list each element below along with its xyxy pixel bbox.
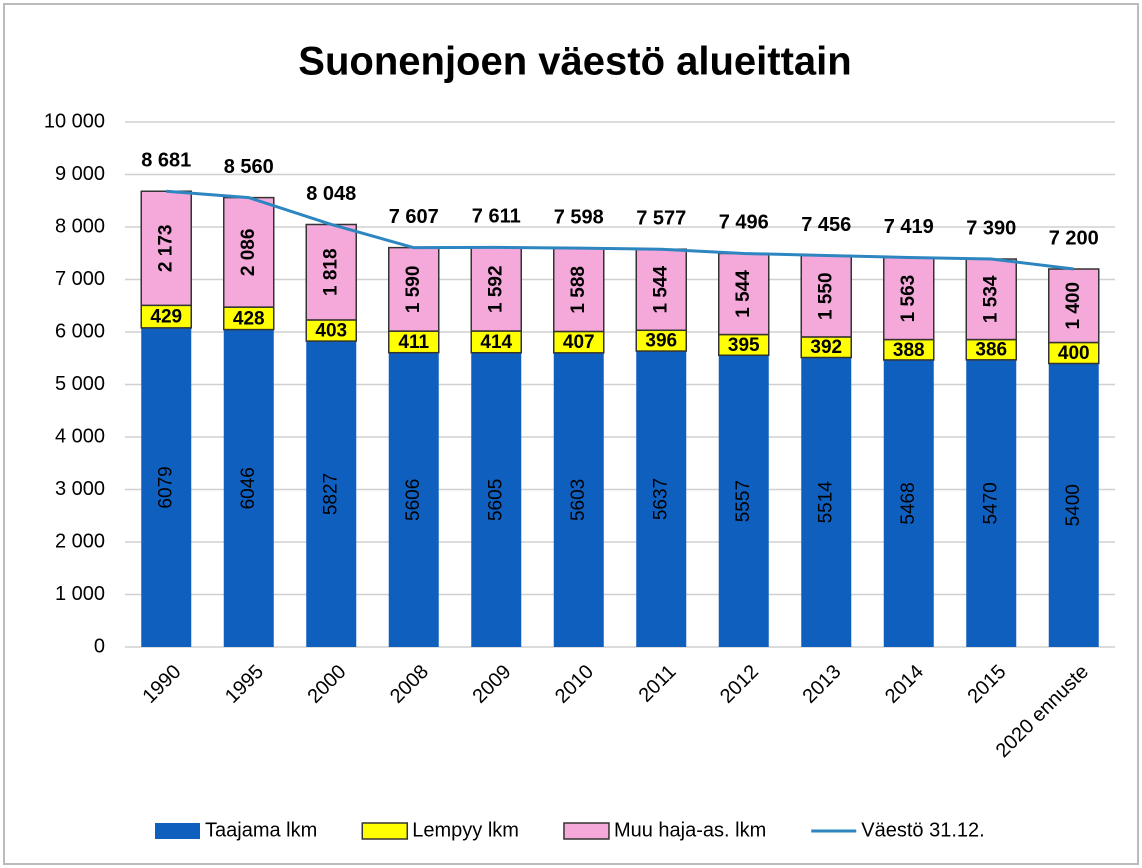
bar-label: 6046 [238, 467, 259, 509]
bar-segment [1048, 363, 1099, 647]
legend-label: Lempyy lkm [412, 819, 519, 841]
legend-swatch [155, 823, 200, 839]
bar-segment [140, 190, 192, 307]
y-tick-label: 7 000 [55, 268, 105, 290]
y-tick-label: 4 000 [55, 425, 105, 447]
line-label: 7 611 [472, 206, 521, 228]
line-label: 7 419 [884, 216, 934, 238]
bar-segment [388, 352, 439, 647]
bar-label: 5468 [898, 482, 919, 524]
line-label: 8 560 [224, 156, 274, 178]
legend-label: Taajama lkm [205, 819, 317, 841]
legend-label: Muu haja-as. lkm [614, 819, 766, 841]
bar-segment [966, 359, 1017, 647]
bar-segment [141, 327, 192, 647]
bar-label: 1 400 [1063, 282, 1084, 330]
y-tick-label: 1 000 [55, 583, 105, 605]
line-label: 7 390 [966, 217, 1016, 239]
bar-label: 386 [975, 340, 1007, 361]
bar-label: 5603 [568, 479, 589, 521]
bar-label: 1 592 [485, 265, 506, 313]
bar-segment [1048, 268, 1100, 344]
bar-label: 400 [1058, 343, 1090, 364]
bar-label: 1 534 [980, 275, 1001, 323]
bar-label: 5637 [650, 478, 671, 520]
legend-swatch [563, 822, 610, 840]
bar-label: 5606 [403, 479, 424, 521]
bar-label: 1 550 [815, 272, 836, 320]
bar-segment [636, 351, 687, 647]
bar-label: 407 [563, 332, 595, 353]
y-tick-label: 9 000 [55, 163, 105, 185]
bar-label: 5605 [485, 479, 506, 521]
bar-label: 396 [645, 331, 677, 352]
y-tick-label: 5 000 [55, 373, 105, 395]
bar-label: 414 [480, 332, 512, 353]
bar-segment [635, 248, 687, 332]
bar-label: 2 173 [155, 225, 176, 273]
legend-label: Väestö 31.12. [861, 819, 984, 841]
bar-segment [388, 246, 440, 332]
y-tick-label: 10 000 [44, 110, 105, 132]
bar-label: 5514 [815, 481, 836, 524]
bar-label: 5557 [733, 480, 754, 522]
bar-segment [800, 254, 852, 338]
bar-label: 392 [810, 337, 842, 358]
bar-label: 428 [233, 308, 265, 329]
bar-segment [718, 252, 770, 336]
bar-label: 395 [728, 335, 760, 356]
bar-segment [883, 359, 934, 647]
legend-swatch [361, 822, 409, 840]
bar-segment [305, 223, 357, 321]
y-tick-label: 8 000 [55, 215, 105, 237]
bar-segment [223, 329, 274, 647]
bar-label: 403 [315, 321, 347, 342]
chart-title: Suonenjoen väestö alueittain [298, 40, 851, 84]
bar-label: 1 544 [650, 266, 671, 314]
bar-segment [306, 341, 357, 647]
bar-label: 6079 [155, 466, 176, 508]
line-label: 7 496 [719, 212, 769, 234]
line [166, 189, 1074, 271]
bar-label: 1 818 [320, 248, 341, 296]
bar-label: 429 [150, 307, 182, 328]
y-tick-label: 0 [94, 635, 105, 657]
bar-label: 388 [893, 340, 925, 361]
line-label: 7 456 [801, 214, 851, 236]
bar-segment [223, 196, 275, 308]
bar-segment [553, 352, 604, 647]
line-label: 7 607 [389, 206, 439, 228]
bar-label: 5400 [1063, 484, 1084, 526]
bar-label: 1 590 [403, 266, 424, 314]
bar-segment [470, 246, 522, 332]
line-label: 8 681 [141, 150, 191, 172]
bar-label: 1 544 [733, 270, 754, 318]
bar-segment [471, 352, 522, 647]
line-label: 7 577 [636, 207, 686, 229]
bar-label: 1 563 [898, 275, 919, 323]
line-label: 7 598 [554, 206, 604, 228]
line-label: 7 200 [1049, 227, 1099, 249]
y-tick-label: 3 000 [55, 478, 105, 500]
bar-label: 411 [398, 332, 429, 353]
bar-label: 5827 [320, 473, 341, 515]
line-label: 8 048 [306, 183, 356, 205]
bar-segment [718, 355, 769, 647]
y-tick-label: 2 000 [55, 530, 105, 552]
bar-segment [801, 357, 852, 647]
bar-label: 2 086 [238, 229, 259, 277]
y-tick-label: 6 000 [55, 320, 105, 342]
bar-label: 1 588 [568, 266, 589, 314]
bar-label: 5470 [980, 482, 1001, 524]
